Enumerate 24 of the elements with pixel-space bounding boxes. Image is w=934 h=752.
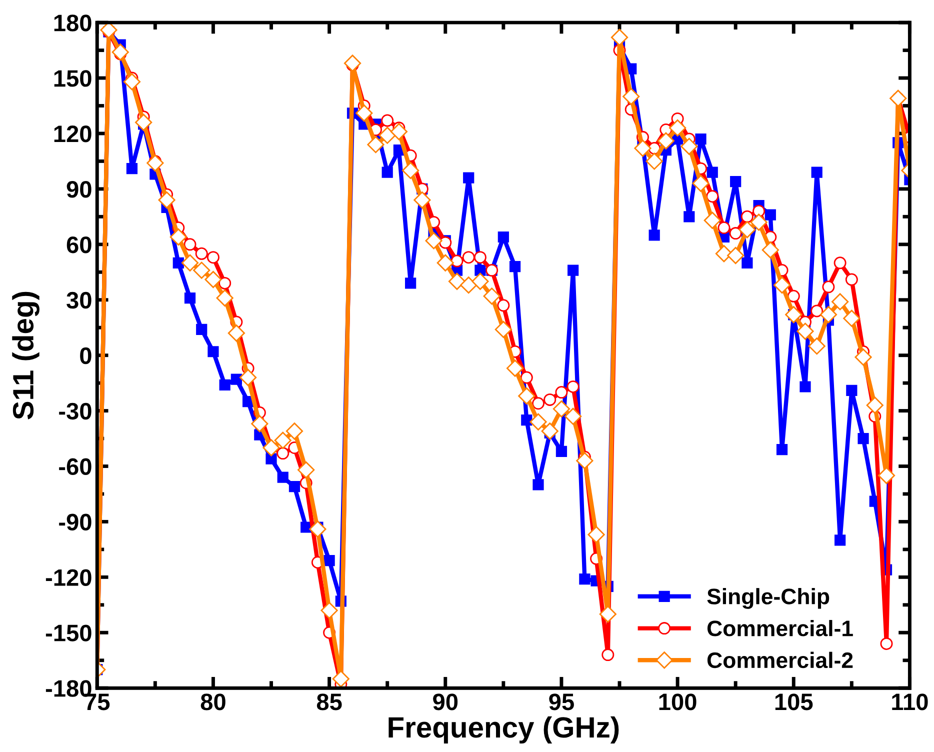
- x-tick-label: 105: [775, 694, 813, 710]
- y-tick-label: -30: [59, 402, 92, 420]
- legend-label: Single-Chip: [707, 588, 830, 609]
- y-tick-label: -90: [59, 514, 92, 530]
- x-tick-label: 85: [316, 694, 342, 710]
- y-axis-title: S11 (deg): [12, 292, 40, 420]
- x-tick-label: 95: [549, 694, 574, 710]
- x-tick-label: 80: [200, 694, 226, 710]
- legend-label: Commercial-2: [707, 652, 853, 668]
- y-tick-label: 120: [54, 126, 92, 142]
- y-tick-label: 60: [66, 236, 92, 254]
- y-tick-label: 0: [80, 347, 92, 364]
- x-axis-title: Frequency (GHz): [388, 716, 619, 744]
- x-tick-label: 90: [433, 694, 458, 710]
- y-tick-label: -150: [46, 624, 92, 642]
- y-tick-label: -60: [59, 458, 92, 476]
- y-tick-label: 180: [54, 14, 92, 32]
- y-tick-label: 30: [66, 292, 92, 309]
- y-tick-label: -120: [46, 569, 92, 586]
- legend-label: Commercial-1: [707, 620, 853, 636]
- x-tick-label: 100: [659, 694, 696, 710]
- x-tick-label: 110: [892, 694, 928, 710]
- y-tick-label: 90: [66, 181, 92, 198]
- y-tick-label: 150: [54, 70, 92, 87]
